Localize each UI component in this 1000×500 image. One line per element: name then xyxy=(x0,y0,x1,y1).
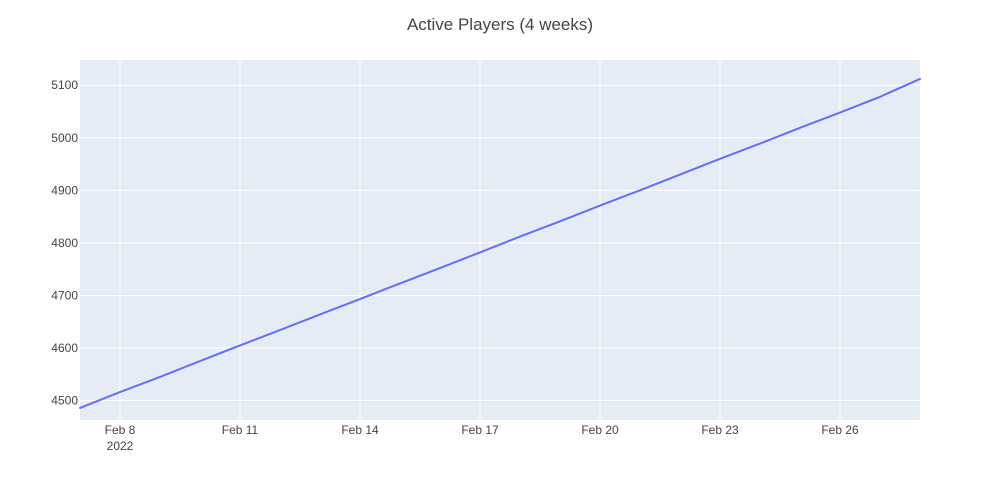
y-tick-label: 4500 xyxy=(51,394,78,408)
x-tick-label: Feb 14 xyxy=(341,423,379,437)
y-tick-label: 5000 xyxy=(51,131,78,145)
y-axis-ticks: 4500 4600 4700 4800 4900 5000 5100 xyxy=(51,78,78,407)
y-tick-label: 4700 xyxy=(51,288,78,302)
y-tick-label: 4600 xyxy=(51,341,78,355)
chart-title: Active Players (4 weeks) xyxy=(407,15,593,34)
plot-area-background xyxy=(80,60,920,420)
gridlines xyxy=(80,60,920,420)
x-year-label: 2022 xyxy=(107,439,134,453)
y-tick-label: 4900 xyxy=(51,183,78,197)
x-tick-label: Feb 20 xyxy=(581,423,619,437)
x-tick-label: Feb 8 xyxy=(105,423,136,437)
x-axis-ticks: Feb 8 2022 Feb 11 Feb 14 Feb 17 Feb 20 Feb 23 F… xyxy=(105,423,859,453)
x-tick-label: Feb 17 xyxy=(461,423,499,437)
y-tick-label: 4800 xyxy=(51,236,78,250)
y-tick-label: 5100 xyxy=(51,78,78,92)
series-line xyxy=(79,77,921,409)
series-layer xyxy=(79,77,921,409)
x-tick-label: Feb 26 xyxy=(821,423,859,437)
x-tick-label: Feb 23 xyxy=(701,423,739,437)
x-tick-label: Feb 11 xyxy=(222,423,259,437)
